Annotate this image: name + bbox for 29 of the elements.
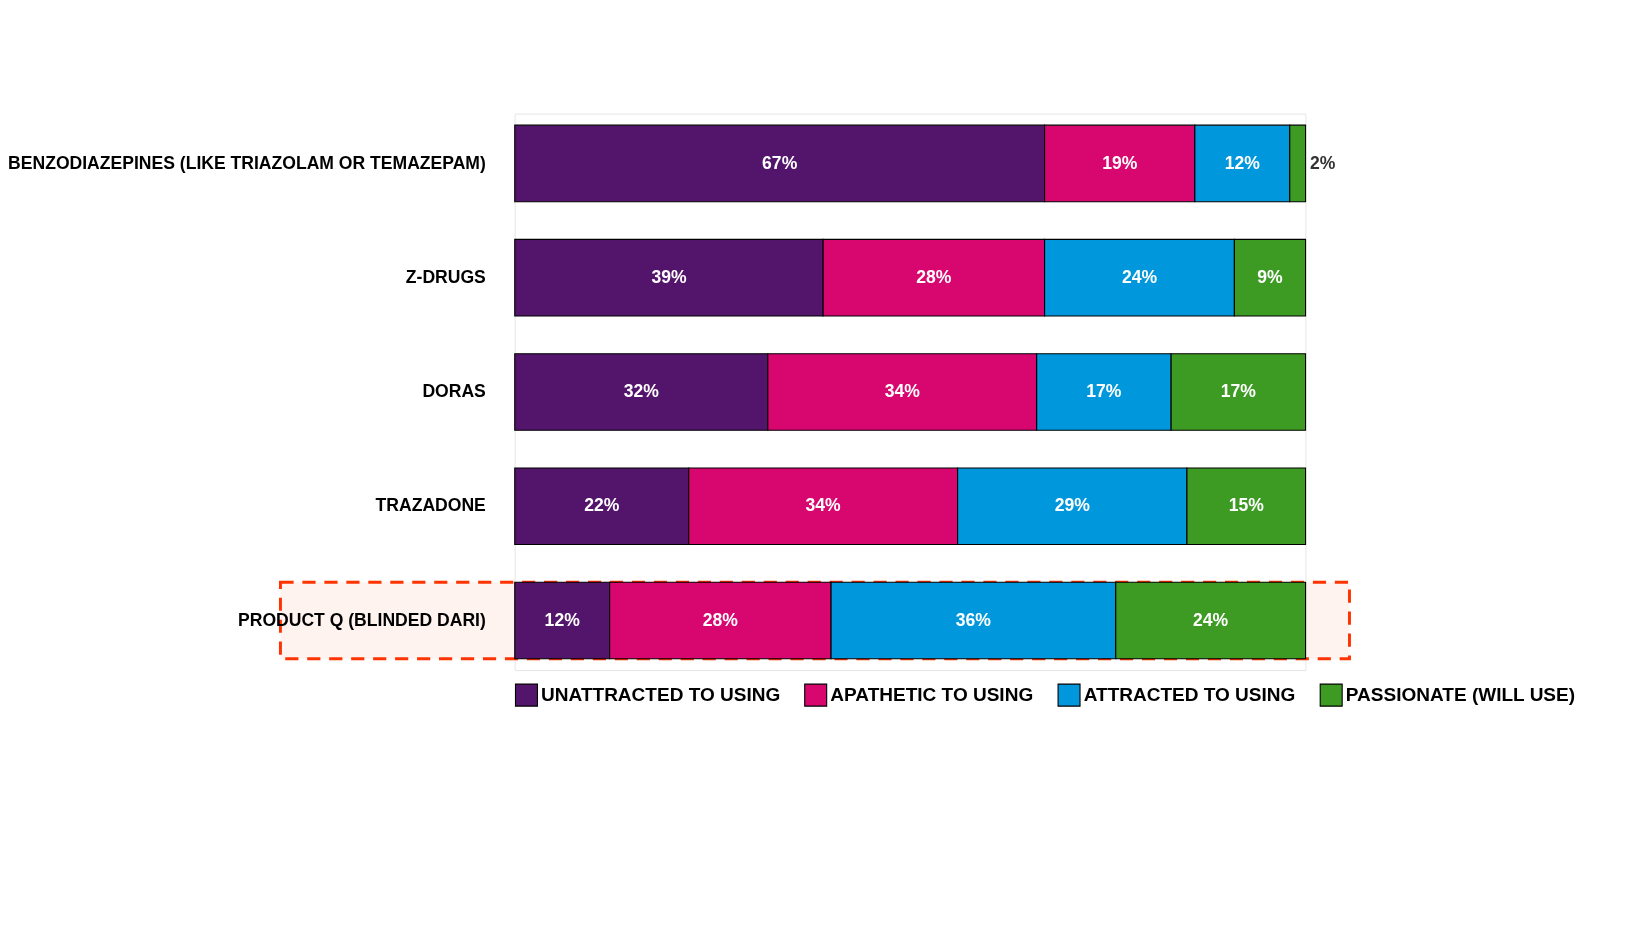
data-label: 34%	[805, 495, 842, 516]
data-label: 28%	[916, 266, 952, 287]
data-label: 19%	[1102, 152, 1138, 173]
y-tick-label: Z-DRUGS	[405, 266, 487, 287]
data-label: 17%	[1220, 381, 1257, 402]
data-label: 39%	[651, 266, 687, 287]
data-label: 36%	[955, 609, 992, 630]
data-label: 12%	[544, 609, 581, 630]
legend-label: UNATTRACTED TO USING	[541, 683, 781, 705]
data-label: 28%	[702, 609, 739, 630]
data-label: 29%	[1054, 495, 1091, 516]
legend-label: APATHETIC TO USING	[830, 683, 1034, 705]
y-tick-label: PRODUCT Q (BLINDED DARI)	[238, 609, 486, 630]
data-label: 2%	[1309, 152, 1336, 173]
y-tick-label: TRAZADONE	[375, 495, 487, 516]
data-label: 24%	[1121, 266, 1158, 287]
data-label: 17%	[1086, 381, 1122, 402]
y-tick-label: BENZODIAZEPINES (LIKE TRIAZOLAM OR TEMAZEPAM)	[8, 152, 486, 173]
legend-label: PASSIONATE (WILL USE)	[1345, 683, 1576, 705]
data-label: 22%	[584, 495, 620, 516]
data-label: 32%	[623, 381, 660, 402]
y-tick-label: DORAS	[422, 381, 487, 402]
data-label: 34%	[884, 381, 921, 402]
data-label: 24%	[1193, 609, 1229, 630]
data-label: 67%	[762, 152, 798, 173]
legend-label: ATTRACTED TO USING	[1083, 683, 1296, 705]
data-label: 15%	[1228, 495, 1265, 516]
data-label: 9%	[1257, 266, 1284, 287]
data-label: 12%	[1224, 152, 1261, 173]
